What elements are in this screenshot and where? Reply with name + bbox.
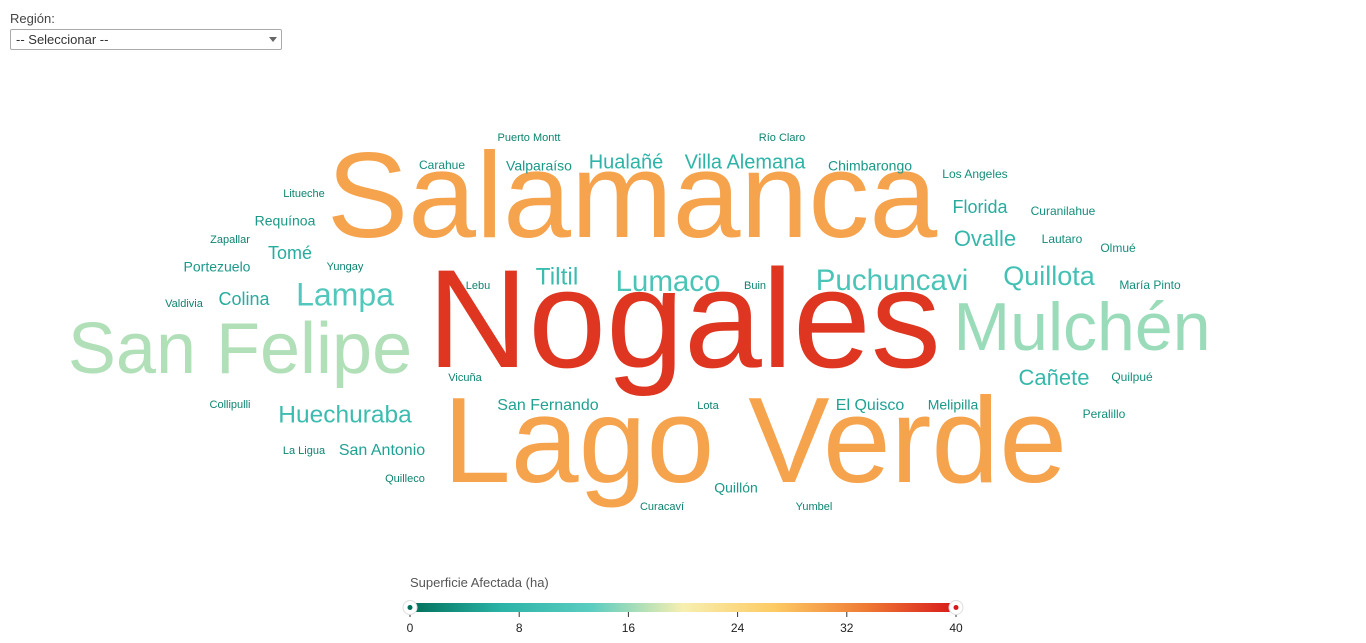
word-rio-claro[interactable]: Río Claro (759, 132, 805, 144)
word-san-felipe[interactable]: San Felipe (68, 309, 412, 389)
word-buin[interactable]: Buin (744, 280, 766, 292)
word-curanilahue[interactable]: Curanilahue (1031, 204, 1096, 218)
word-puerto-montt[interactable]: Puerto Montt (498, 132, 561, 144)
word-los-angeles[interactable]: Los Angeles (942, 167, 1007, 181)
word-el-quisco[interactable]: El Quisco (836, 397, 905, 414)
chevron-down-icon (269, 37, 277, 42)
legend-tick-label: 24 (731, 621, 745, 635)
word-yungay[interactable]: Yungay (327, 261, 364, 273)
region-label: Región: (10, 11, 55, 26)
word-hualane[interactable]: Hualañé (589, 151, 664, 173)
legend-color-bar (410, 603, 956, 612)
legend-tick-label: 32 (840, 621, 854, 635)
legend-tick-label: 40 (949, 621, 963, 635)
region-select[interactable]: -- Seleccionar -- (10, 29, 282, 50)
word-ovalle[interactable]: Ovalle (954, 226, 1016, 251)
word-yumbel[interactable]: Yumbel (796, 501, 833, 513)
legend-tick-label: 0 (407, 621, 414, 635)
word-colina[interactable]: Colina (218, 289, 270, 309)
word-tiltil[interactable]: Tiltil (536, 263, 579, 290)
word-huechuraba[interactable]: Huechuraba (278, 401, 412, 428)
word-valparaiso[interactable]: Valparaíso (506, 158, 572, 174)
word-salamanca[interactable]: Salamanca (327, 127, 938, 263)
word-litueche[interactable]: Litueche (283, 188, 325, 200)
legend-max-handle[interactable] (948, 600, 964, 615)
word-lebu[interactable]: Lebu (466, 280, 490, 292)
word-olmue[interactable]: Olmué (1100, 241, 1136, 255)
legend-tick-label: 8 (516, 621, 523, 635)
word-quilleco[interactable]: Quilleco (385, 473, 425, 485)
region-filter: Región: -- Seleccionar -- (10, 11, 282, 50)
word-canete[interactable]: Cañete (1019, 365, 1090, 390)
word-lago-verde[interactable]: Lago Verde (443, 372, 1067, 508)
word-lumaco[interactable]: Lumaco (616, 265, 721, 298)
word-lampa[interactable]: Lampa (296, 276, 394, 312)
legend-tick-label: 16 (622, 621, 636, 635)
word-collipulli[interactable]: Collipulli (210, 399, 251, 411)
region-select-value: -- Seleccionar -- (16, 32, 109, 47)
word-valdivia[interactable]: Valdivia (165, 298, 204, 310)
word-requinoa[interactable]: Requínoa (255, 213, 316, 229)
word-la-ligua[interactable]: La Ligua (283, 445, 326, 457)
word-quillon[interactable]: Quillón (714, 480, 758, 496)
legend-min-handle[interactable] (402, 600, 418, 615)
word-peralillo[interactable]: Peralillo (1083, 407, 1126, 421)
word-melipilla[interactable]: Melipilla (928, 397, 979, 413)
word-zapallar[interactable]: Zapallar (210, 234, 250, 246)
word-chimbarongo[interactable]: Chimbarongo (828, 158, 912, 174)
word-tome[interactable]: Tomé (268, 243, 312, 263)
word-carahue[interactable]: Carahue (419, 158, 465, 172)
word-lota[interactable]: Lota (697, 400, 719, 412)
legend-title: Superficie Afectada (ha) (410, 575, 549, 590)
word-san-fernando[interactable]: San Fernando (497, 397, 599, 414)
word-portezuelo[interactable]: Portezuelo (184, 259, 251, 275)
word-puchuncavi[interactable]: Puchuncavi (816, 264, 969, 297)
word-vicuna[interactable]: Vicuña (448, 372, 482, 384)
word-lautaro[interactable]: Lautaro (1042, 232, 1083, 246)
word-mulchen[interactable]: Mulchén (953, 289, 1210, 365)
word-florida[interactable]: Florida (952, 197, 1008, 217)
word-nogales[interactable]: Nogales (427, 240, 941, 397)
word-san-antonio[interactable]: San Antonio (339, 442, 425, 459)
word-curacavi[interactable]: Curacaví (640, 501, 684, 513)
word-quilpue[interactable]: Quilpué (1111, 370, 1153, 384)
legend-ticks: 0 8 16 24 32 40 (407, 612, 963, 635)
word-villa-alemana[interactable]: Villa Alemana (685, 151, 807, 173)
word-maria-pinto[interactable]: María Pinto (1119, 278, 1181, 292)
word-quillota[interactable]: Quillota (1003, 261, 1096, 291)
